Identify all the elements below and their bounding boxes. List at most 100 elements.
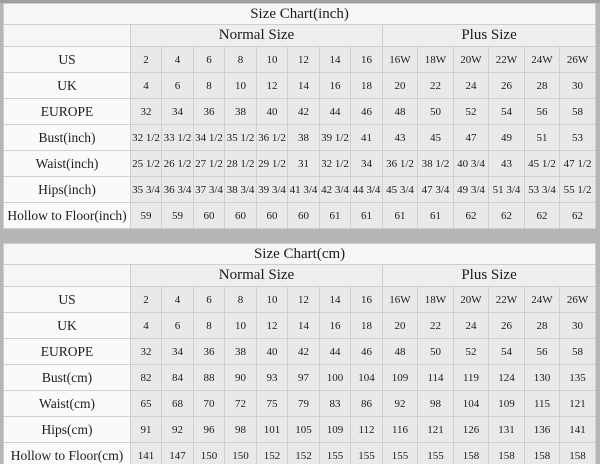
size-cell: 32 1/2	[319, 150, 351, 177]
size-cell: 41 3/4	[287, 176, 320, 203]
size-cell: 48	[382, 98, 418, 125]
group-header-normal: Normal Size	[130, 264, 383, 287]
size-cell: 158	[453, 442, 489, 464]
size-cell: 105	[287, 416, 320, 443]
size-cell: 51 3/4	[488, 176, 525, 203]
size-cell: 61	[382, 202, 418, 229]
size-cell: 49 3/4	[453, 176, 489, 203]
group-header-plus: Plus Size	[381, 24, 597, 47]
size-cell: 58	[558, 98, 597, 125]
size-cell: 27 1/2	[193, 150, 225, 177]
size-cell: 45	[417, 124, 454, 151]
size-cell: 114	[417, 364, 454, 391]
size-cell: 30	[558, 72, 597, 99]
table-gap	[3, 229, 595, 243]
size-cell: 4	[161, 46, 194, 73]
table-row: UK 4 6 8 10 12 14 16 18 20 22 24 26 28 30	[3, 312, 597, 339]
size-cell: 2	[130, 46, 162, 73]
size-cell: 136	[524, 416, 560, 443]
size-cell: 141	[558, 416, 597, 443]
size-cell: 104	[453, 390, 489, 417]
size-cell: 20	[382, 72, 418, 99]
size-cell: 79	[287, 390, 320, 417]
size-cell: 16	[319, 72, 351, 99]
size-cell: 52	[453, 338, 489, 365]
group-header-row: Normal Size Plus Size	[3, 24, 597, 47]
size-cell: 65	[130, 390, 162, 417]
table-row: Waist(inch) 25 1/2 26 1/2 27 1/2 28 1/2 29 1/…	[3, 150, 597, 177]
size-cell: 84	[161, 364, 194, 391]
table-title-row: Size Chart(cm)	[2, 243, 597, 265]
size-cell: 131	[488, 416, 525, 443]
size-cell: 155	[319, 442, 351, 464]
size-cell: 130	[524, 364, 560, 391]
size-cell: 60	[193, 202, 225, 229]
size-cell: 83	[319, 390, 351, 417]
group-header-plus: Plus Size	[381, 264, 597, 287]
size-cell: 12	[287, 286, 320, 313]
size-cell: 16W	[382, 286, 418, 313]
size-cell: 155	[417, 442, 454, 464]
table-row: Hips(cm) 91 92 96 98 101 105 109 112 116 121 126 131…	[3, 416, 597, 443]
size-cell: 32	[130, 98, 162, 125]
size-cell: 42	[287, 338, 320, 365]
size-cell: 20W	[453, 286, 489, 313]
size-cell: 24W	[524, 286, 560, 313]
size-cell: 47 3/4	[417, 176, 454, 203]
size-cell: 50	[417, 338, 454, 365]
table-title-row: Size Chart(inch)	[2, 3, 597, 25]
size-cell: 152	[287, 442, 320, 464]
size-cell: 18W	[417, 286, 454, 313]
row-label: US	[3, 46, 131, 73]
row-label: Hips(inch)	[3, 176, 131, 203]
size-cell: 115	[524, 390, 560, 417]
table-row: EUROPE 32 34 36 38 40 42 44 46 48 50 52 54 56 58	[3, 338, 597, 365]
size-cell: 135	[558, 364, 597, 391]
table-row: Waist(cm) 65 68 70 72 75 79 83 86 92 98 104 109 115 12…	[3, 390, 597, 417]
size-cell: 26W	[558, 46, 597, 73]
size-cell: 34	[161, 338, 194, 365]
size-cell: 24W	[524, 46, 560, 73]
size-cell: 61	[319, 202, 351, 229]
size-cell: 58	[558, 338, 597, 365]
size-cell: 109	[319, 416, 351, 443]
table-row: Hollow to Floor(cm) 141 147 150 150 152 152 155…	[3, 442, 597, 464]
row-label: Hips(cm)	[3, 416, 131, 443]
size-cell: 32	[130, 338, 162, 365]
size-cell: 104	[350, 364, 383, 391]
size-cell: 49	[488, 124, 525, 151]
size-cell: 26 1/2	[161, 150, 194, 177]
size-cell: 22W	[488, 46, 525, 73]
size-cell: 147	[161, 442, 194, 464]
table-row: UK 4 6 8 10 12 14 16 18 20 22 24 26 28 30	[3, 72, 597, 99]
size-cell: 43	[488, 150, 525, 177]
size-cell: 10	[256, 46, 288, 73]
size-cell: 20	[382, 312, 418, 339]
size-table-cm: Size Chart(cm) Normal Size Plus Size US 2…	[2, 243, 597, 464]
size-cell: 98	[417, 390, 454, 417]
size-cell: 38	[224, 338, 257, 365]
size-cell: 150	[224, 442, 257, 464]
size-cell: 59	[130, 202, 162, 229]
table-row: Hips(inch) 35 3/4 36 3/4 37 3/4 38 3/4 39 3/4…	[3, 176, 597, 203]
size-cell: 45 1/2	[524, 150, 560, 177]
size-cell: 26W	[558, 286, 597, 313]
size-cell: 18	[350, 312, 383, 339]
group-header-row: Normal Size Plus Size	[3, 264, 597, 287]
size-cell: 30	[558, 312, 597, 339]
size-cell: 36	[193, 338, 225, 365]
size-cell: 12	[256, 72, 288, 99]
size-cell: 18	[350, 72, 383, 99]
size-cell: 42	[287, 98, 320, 125]
row-label: UK	[3, 72, 131, 99]
size-cell: 12	[287, 46, 320, 73]
size-cell: 62	[524, 202, 560, 229]
size-cell: 28 1/2	[224, 150, 257, 177]
size-cell: 34 1/2	[193, 124, 225, 151]
size-cell: 6	[193, 286, 225, 313]
size-cell: 32 1/2	[130, 124, 162, 151]
size-cell: 29 1/2	[256, 150, 288, 177]
size-cell: 112	[350, 416, 383, 443]
size-cell: 26	[488, 72, 525, 99]
size-cell: 45 3/4	[382, 176, 418, 203]
